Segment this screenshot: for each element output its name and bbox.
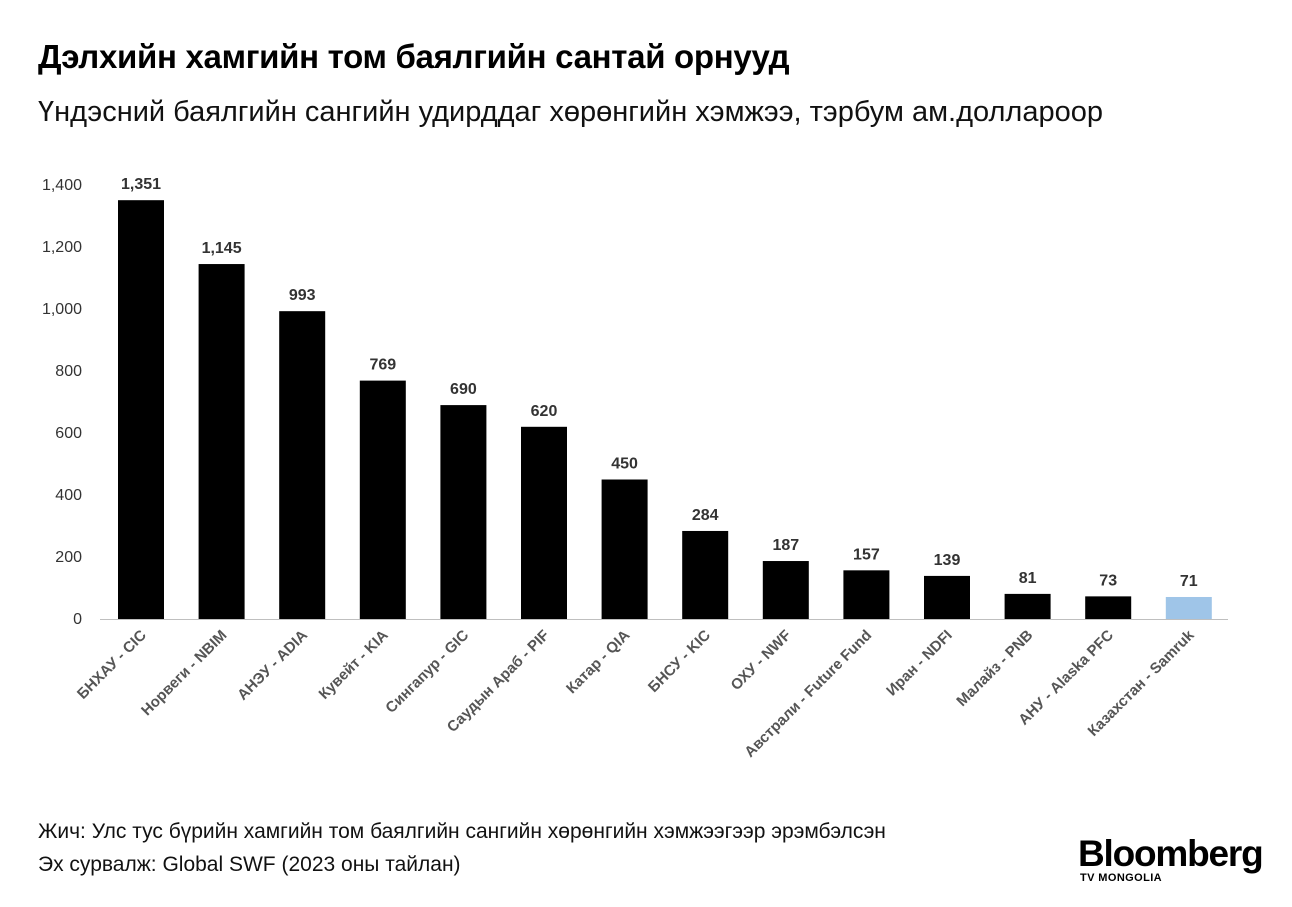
data-label: 81: [1019, 570, 1037, 587]
x-tick-label: БНСУ - KIC: [645, 627, 714, 696]
chart-subtitle: Үндэсний баялгийн сангийн удирддаг хөрөн…: [38, 96, 1103, 128]
data-label: 993: [289, 287, 316, 304]
y-tick-label: 0: [73, 611, 82, 628]
data-label: 284: [692, 507, 719, 524]
data-label: 620: [531, 403, 558, 420]
x-tick-label: ОХУ - NWF: [728, 627, 795, 694]
y-tick-label: 400: [55, 487, 82, 504]
bar: [118, 200, 164, 619]
bar: [601, 479, 648, 619]
bloomberg-logo: Bloomberg TV MONGOLIA: [1078, 833, 1268, 884]
bar: [843, 570, 890, 619]
data-label: 187: [772, 537, 799, 554]
y-tick-label: 1,200: [42, 239, 82, 256]
x-tick-label: Кувейт - KIA: [316, 627, 392, 703]
x-tick-label: АНЭУ - ADIA: [234, 627, 311, 704]
bar: [440, 405, 487, 619]
data-label: 690: [450, 381, 477, 398]
y-tick-label: 1,400: [42, 177, 82, 194]
data-label: 1,351: [121, 176, 161, 193]
x-tick-label: Иран - NDFI: [883, 627, 956, 700]
bar: [279, 311, 326, 619]
bar: [198, 264, 245, 619]
brand-name: Bloomberg: [1078, 833, 1264, 874]
x-tick-label: Малайз - PNB: [953, 627, 1036, 710]
bar: [762, 561, 809, 619]
y-tick-label: 600: [55, 425, 82, 442]
y-tick-label: 800: [55, 363, 82, 380]
bar: [1004, 593, 1051, 619]
x-tick-label: БНХАУ - CIC: [74, 627, 150, 703]
data-label: 450: [611, 456, 638, 473]
x-tick-label: Норвеги - NBIM: [138, 627, 230, 719]
x-tick-label: Сингапур - GIC: [382, 627, 472, 717]
data-label: 139: [934, 552, 961, 569]
y-tick-label: 200: [55, 549, 82, 566]
data-label: 1,145: [202, 240, 242, 257]
bar: [521, 426, 567, 619]
footnote-note: Жич: Улс тус бүрийн хамгийн том баялгийн…: [38, 820, 886, 843]
data-label: 769: [369, 357, 396, 374]
footnote-source: Эх сурвалж: Global SWF (2023 оны тайлан): [38, 853, 461, 876]
data-label: 73: [1099, 572, 1117, 589]
data-label: 157: [853, 546, 880, 563]
chart-title: Дэлхийн хамгийн том баялгийн сантай орну…: [38, 38, 790, 75]
bar: [682, 530, 729, 619]
bar: [1165, 596, 1212, 619]
x-tick-label: Катар - QIA: [563, 627, 633, 697]
y-tick-label: 1,000: [42, 301, 82, 318]
brand-subtitle: TV MONGOLIA: [1080, 872, 1163, 884]
bar: [1085, 596, 1132, 619]
data-label: 71: [1180, 573, 1198, 590]
bar: [924, 575, 970, 619]
bar: [359, 380, 406, 619]
